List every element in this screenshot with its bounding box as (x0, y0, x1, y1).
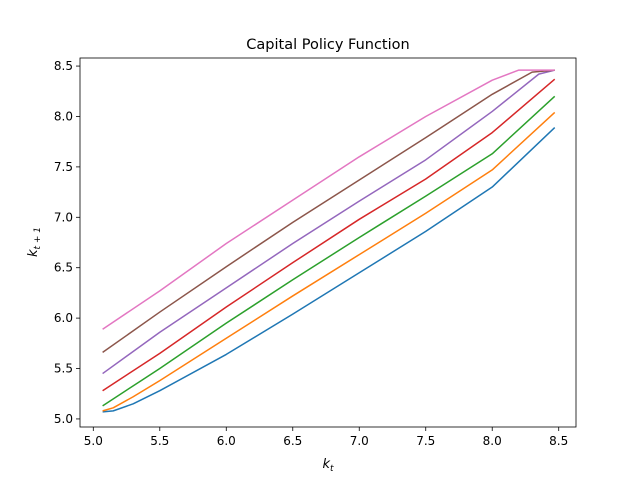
y-tick-label: 5.0 (54, 412, 73, 426)
x-tick-label: 6.5 (283, 434, 302, 448)
y-axis-label-subscript: t + 1 (33, 227, 43, 250)
series-line-3 (102, 95, 556, 407)
y-axis-label-base: k (26, 249, 41, 257)
x-tick-label: 5.5 (150, 434, 169, 448)
y-tick-label: 6.5 (54, 261, 73, 275)
series-line-2 (102, 111, 556, 412)
x-tick-label: 8.5 (549, 434, 568, 448)
y-tick-label: 8.0 (54, 109, 73, 123)
y-tick-label: 7.0 (54, 210, 73, 224)
series-line-4 (102, 78, 556, 392)
y-tick-label: 8.5 (54, 59, 73, 73)
x-axis-label: kt (322, 457, 334, 474)
series-line-5 (102, 69, 555, 375)
plot-area-frame (79, 57, 577, 428)
chart-title: Capital Policy Function (246, 37, 409, 53)
y-axis-ticks: 5.0 5.5 6.0 6.5 7.0 7.5 8.0 8.5 (54, 59, 80, 426)
y-tick-label: 5.5 (54, 362, 73, 376)
series-line-6 (102, 69, 555, 354)
y-tick-label: 7.5 (54, 160, 73, 174)
series-line-7 (102, 69, 555, 330)
x-tick-label: 5.0 (84, 434, 103, 448)
y-tick-label: 6.0 (54, 311, 73, 325)
x-tick-label: 8.0 (483, 434, 502, 448)
x-tick-label: 6.0 (217, 434, 236, 448)
y-axis-label: kt + 1 (26, 227, 43, 257)
x-axis-ticks: 5.0 5.5 6.0 6.5 7.0 7.5 8.0 8.5 (84, 427, 568, 448)
series-line-1 (102, 127, 556, 413)
x-axis-label-base: k (322, 457, 330, 472)
x-tick-label: 7.5 (416, 434, 435, 448)
x-axis-label-subscript: t (330, 464, 334, 474)
x-tick-label: 7.0 (350, 434, 369, 448)
series-layer (102, 69, 556, 413)
